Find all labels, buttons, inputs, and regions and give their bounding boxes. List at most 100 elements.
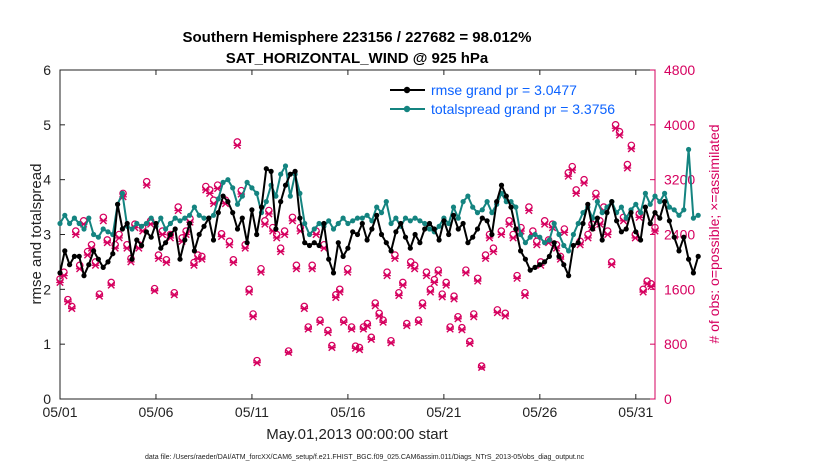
rmse-point — [580, 220, 586, 227]
chart-title: Southern Hemisphere 223156 / 227682 = 98… — [183, 29, 532, 46]
totalspread-point — [618, 204, 625, 210]
rmse-point — [187, 220, 193, 227]
totalspread-point — [599, 210, 605, 216]
obs-assimilated-marker — [647, 282, 655, 291]
rmse-point — [119, 226, 125, 232]
rmse-point — [369, 226, 375, 232]
obs-assimilated-marker — [402, 321, 411, 330]
obs-possible-marker — [458, 323, 466, 332]
obs-assimilated-marker — [603, 230, 612, 239]
rmse-point — [575, 240, 581, 246]
obs-possible-marker — [68, 302, 76, 311]
totalspread-point — [306, 231, 313, 238]
totalspread-point — [201, 215, 207, 221]
obs-possible-marker — [142, 177, 151, 186]
rmse-point — [508, 204, 514, 210]
totalspread-point — [177, 218, 183, 224]
rmse-point — [479, 215, 485, 221]
y2-tick-label: 1600 — [664, 281, 695, 297]
rmse-point — [268, 168, 274, 174]
obs-possible-marker — [276, 244, 285, 253]
obs-assimilated-marker — [339, 318, 348, 326]
rmse-point — [546, 253, 553, 259]
rmse-point — [378, 231, 385, 238]
obs-possible-marker — [257, 264, 265, 273]
rmse-point — [67, 262, 73, 268]
rmse-point — [182, 237, 188, 243]
obs-assimilated-marker — [343, 268, 352, 276]
rmse-point — [642, 204, 649, 210]
rmse-point — [532, 264, 538, 270]
rmse-point — [297, 215, 303, 221]
rmse-point — [566, 273, 572, 279]
totalspread-point — [230, 185, 236, 191]
y2-tick-label: 800 — [664, 336, 688, 352]
totalspread-point — [196, 212, 202, 218]
rmse-point — [662, 199, 668, 205]
totalspread-point — [148, 215, 154, 221]
rmse-point — [258, 204, 265, 210]
obs-assimilated-marker — [639, 288, 647, 296]
totalspread-point — [474, 210, 481, 216]
y-tick-label: 4 — [43, 172, 51, 188]
rmse-point — [522, 256, 529, 262]
y-tick-label: 6 — [43, 62, 51, 78]
obs-assimilated-marker — [249, 313, 257, 321]
rmse-point — [172, 226, 178, 232]
rmse-point — [657, 215, 663, 221]
obs-possible-marker — [509, 230, 517, 239]
x-tick-label: 05/11 — [235, 404, 269, 420]
totalspread-point — [642, 190, 649, 196]
rmse-point — [148, 234, 154, 240]
rmse-point — [614, 218, 620, 224]
obs-assimilated-marker — [592, 193, 600, 201]
y2-tick-label: 2400 — [664, 227, 695, 243]
data-file-footnote: data file: /Users/raeder/DAI/ATM_forcXX/… — [145, 454, 585, 461]
rmse-point — [518, 248, 524, 254]
obs-assimilated-marker — [300, 304, 309, 313]
obs-assimilated-marker — [103, 239, 112, 247]
x-tick-label: 05/16 — [330, 404, 365, 420]
rmse-point — [633, 229, 639, 235]
totalspread-point — [518, 231, 524, 238]
obs-possible-marker — [481, 251, 490, 259]
obs-assimilated-marker — [426, 288, 435, 296]
obs-assimilated-marker — [607, 260, 616, 269]
rmse-point — [234, 226, 241, 232]
totalspread-point — [527, 234, 533, 240]
obs-possible-marker — [387, 336, 395, 345]
obs-possible-marker — [603, 227, 612, 235]
rmse-point — [628, 210, 634, 216]
obs-assimilated-marker — [489, 247, 498, 256]
rmse-point — [359, 220, 365, 227]
totalspread-point — [81, 226, 87, 232]
totalspread-point — [86, 215, 92, 221]
rmse-point — [407, 245, 413, 251]
obs-assimilated-marker — [580, 179, 588, 187]
totalspread-point — [537, 234, 543, 240]
obs-assimilated-marker — [568, 166, 577, 174]
obs-possible-marker — [87, 240, 96, 249]
totalspread-point — [460, 199, 466, 205]
obs-assimilated-marker — [205, 189, 214, 198]
totalspread-point — [407, 218, 413, 224]
rmse-point — [388, 248, 394, 254]
series-lines — [57, 146, 701, 279]
totalspread-point — [369, 218, 375, 224]
x-axis: 05/01 05/06 05/11 05/16 05/21 05/26 05/31 — [42, 70, 654, 420]
obs-possible-marker — [627, 141, 636, 150]
obs-assimilated-marker — [257, 268, 265, 276]
x-tick-label: 05/26 — [522, 404, 557, 420]
legend-rmse-marker — [403, 86, 411, 94]
totalspread-point — [244, 179, 250, 185]
obs-possible-marker — [367, 333, 376, 342]
rmse-point — [76, 253, 82, 259]
rmse-point — [542, 259, 548, 265]
totalspread-point — [378, 210, 385, 216]
rmse-point — [513, 226, 519, 232]
rmse-point — [527, 267, 533, 273]
obs-possible-marker — [316, 316, 324, 324]
obs-assimilated-marker — [414, 318, 423, 326]
totalspread-point — [187, 212, 193, 218]
